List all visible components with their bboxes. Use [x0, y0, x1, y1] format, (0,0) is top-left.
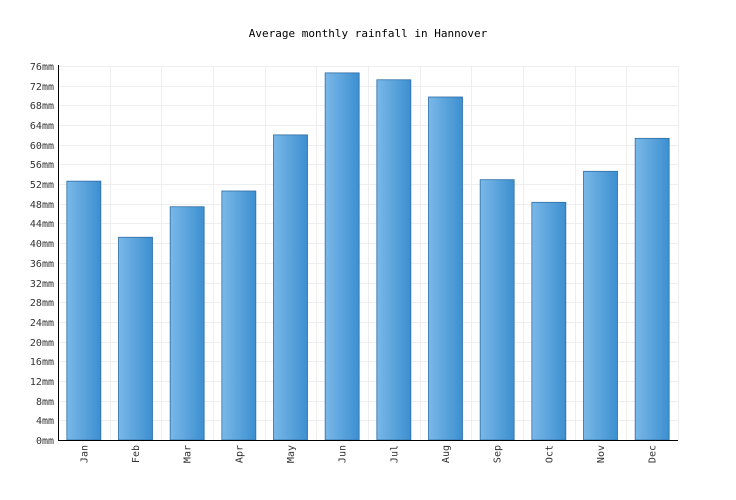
- bar-nov: [583, 170, 618, 441]
- bar-aug: [428, 96, 463, 441]
- y-tick-label: 64mm: [30, 121, 54, 132]
- y-tick-label: 40mm: [30, 239, 54, 250]
- x-tick-label: Oct: [544, 445, 555, 463]
- bar-mar: [169, 206, 205, 441]
- bar-feb: [118, 236, 153, 441]
- bar-sep: [479, 179, 515, 441]
- x-tick-label: Apr: [234, 445, 245, 463]
- y-tick-label: 44mm: [30, 219, 54, 230]
- bar-apr: [221, 190, 257, 441]
- x-tick-label: Feb: [131, 445, 142, 463]
- grid-layer: [58, 66, 679, 440]
- y-tick-label: 48mm: [30, 200, 54, 211]
- y-tick-label: 28mm: [30, 298, 54, 309]
- x-tick-label: Sep: [493, 445, 504, 463]
- y-tick-label: 32mm: [30, 279, 54, 290]
- y-tick-label: 60mm: [30, 141, 54, 152]
- x-tick-label: May: [286, 445, 297, 463]
- x-axis-tick-labels: Jan Feb Mar Apr May Jun Jul Aug Sep Oct Nov Dec: [79, 445, 658, 463]
- x-tick-label: Jan: [79, 445, 90, 463]
- y-tick-label: 72mm: [30, 82, 54, 93]
- y-tick-label: 56mm: [30, 160, 54, 171]
- y-tick-label: 8mm: [36, 397, 54, 408]
- y-tick-label: 0mm: [36, 436, 54, 447]
- y-tick-label: 52mm: [30, 180, 54, 191]
- y-tick-label: 36mm: [30, 259, 54, 270]
- y-tick-label: 20mm: [30, 338, 54, 349]
- bar-oct: [531, 201, 567, 441]
- x-tick-label: Dec: [648, 445, 659, 463]
- y-tick-label: 4mm: [36, 416, 54, 427]
- y-tick-label: 12mm: [30, 377, 54, 388]
- bar-jul: [376, 79, 412, 441]
- bar-jan: [66, 180, 102, 441]
- bar-jun: [324, 72, 360, 441]
- x-tick-label: Jul: [389, 445, 400, 463]
- x-tick-label: Nov: [596, 445, 607, 463]
- x-tick-label: Aug: [441, 445, 452, 463]
- bar-layer: [66, 72, 670, 441]
- chart-title: Average monthly rainfall in Hannover: [249, 27, 488, 40]
- y-tick-label: 68mm: [30, 101, 54, 112]
- x-tick-label: Jun: [338, 445, 349, 463]
- y-tick-label: 24mm: [30, 318, 54, 329]
- y-axis-tick-labels: 0mm 4mm 8mm 12mm 16mm 20mm 24mm 28mm 32mm 36mm 40m…: [30, 62, 54, 447]
- y-tick-label: 76mm: [30, 62, 54, 73]
- x-tick-label: Mar: [183, 445, 194, 463]
- bar-may: [273, 134, 308, 441]
- y-tick-label: 16mm: [30, 357, 54, 368]
- bar-dec: [634, 137, 670, 441]
